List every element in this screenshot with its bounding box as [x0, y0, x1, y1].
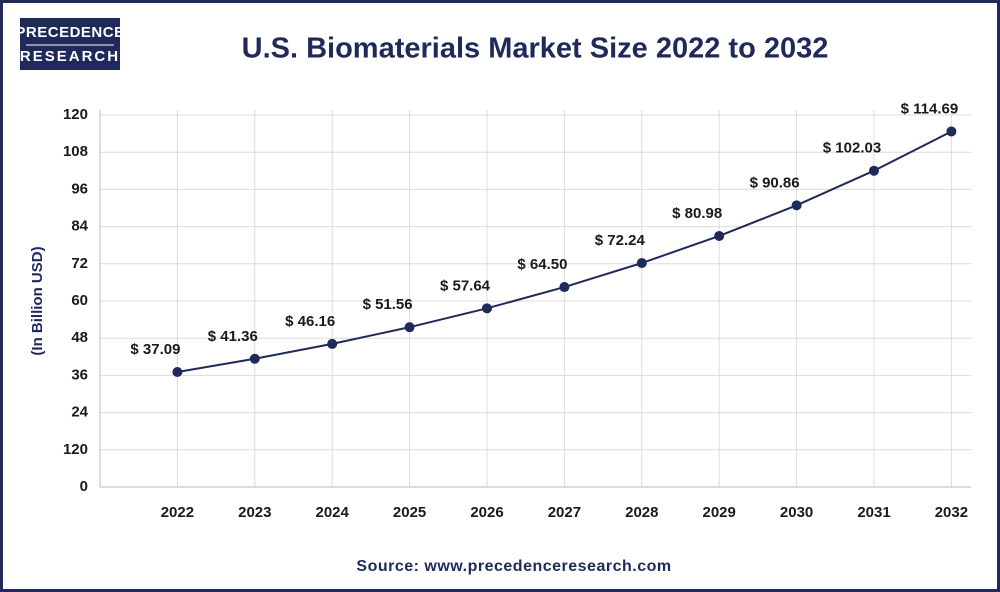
point	[714, 230, 725, 241]
y-tick-label: 84	[71, 218, 88, 235]
data-label: $ 37.09	[130, 341, 180, 358]
y-tick-label: 108	[63, 143, 88, 160]
data-label: $ 72.24	[595, 232, 646, 249]
x-tick-label: 2026	[470, 504, 503, 521]
x-tick-label: 2029	[703, 504, 736, 521]
data-label: $ 80.98	[672, 205, 722, 222]
point	[559, 282, 570, 293]
y-axis-label: (In Billion USD)	[29, 246, 46, 355]
source: Source: www.precedenceresearch.com	[356, 558, 671, 575]
y-tick-label: 0	[80, 478, 88, 495]
data-label: $ 57.64	[440, 277, 491, 294]
data-label: $ 102.03	[823, 140, 881, 157]
y-tick-label: 96	[71, 180, 88, 197]
data-label: $ 64.50	[517, 256, 567, 273]
y-tick-label: 36	[71, 366, 88, 383]
y-tick-label: 48	[71, 329, 88, 346]
point	[172, 367, 183, 378]
y-tick-label: 24	[71, 404, 88, 421]
data-label: $ 114.69	[901, 100, 959, 117]
point	[482, 303, 492, 314]
x-tick-label: 2031	[857, 504, 890, 521]
point	[791, 200, 802, 211]
x-tick-label: 2030	[780, 504, 813, 521]
x-tick-label: 2024	[316, 504, 350, 521]
x-tick-label: 2028	[625, 504, 658, 521]
logo-text: RESEARCH	[20, 48, 120, 65]
point	[249, 353, 260, 364]
y-tick-label: 60	[71, 292, 88, 309]
logo-box	[20, 18, 120, 70]
point	[946, 126, 957, 137]
point	[869, 165, 879, 176]
point	[636, 258, 647, 269]
x-tick-label: 2025	[393, 504, 426, 521]
data-label: $ 46.16	[285, 313, 335, 330]
x-tick-label: 2023	[238, 504, 271, 521]
data-label: $ 90.86	[750, 174, 800, 191]
y-tick-label: 120	[63, 441, 88, 458]
x-tick-label: 2027	[548, 504, 581, 521]
point	[404, 322, 415, 333]
y-tick-label: 72	[71, 255, 88, 272]
data-label: $ 51.56	[363, 296, 413, 313]
x-tick-label: 2022	[161, 504, 194, 521]
chart-title: U.S. Biomaterials Market Size 2022 to 20…	[242, 33, 829, 65]
y-tick-label: 120	[63, 106, 88, 123]
x-tick-label: 2032	[935, 504, 968, 521]
data-label: $ 41.36	[208, 328, 258, 345]
logo-text: PRECEDENCE	[15, 24, 124, 41]
point	[327, 338, 338, 349]
